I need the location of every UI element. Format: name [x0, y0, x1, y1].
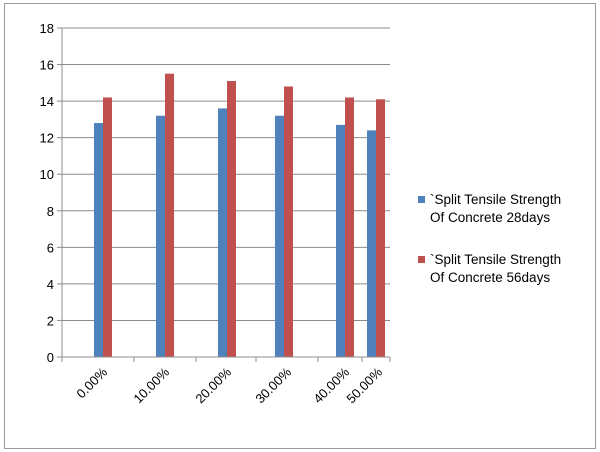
bar-56days-1	[165, 73, 174, 357]
y-tick-label: 16	[40, 58, 54, 73]
bar-56days-2	[227, 81, 236, 357]
legend: `Split Tensile Strength Of Concrete 28day…	[418, 192, 561, 285]
bars	[94, 73, 385, 358]
y-tick-label: 2	[47, 313, 54, 328]
x-tick-label: 50.00%	[343, 364, 385, 406]
y-tick-label: 10	[40, 167, 54, 182]
y-tick-label: 4	[47, 277, 54, 292]
x-tick-label: 0.00%	[73, 364, 110, 401]
bar-56days-0	[103, 97, 112, 357]
bar-56days-4	[345, 97, 354, 357]
x-tick-labels: 0.00% 10.00% 20.00% 30.00% 40.00%50.00%	[73, 364, 385, 406]
legend-label: Of Concrete 56days	[430, 270, 550, 285]
y-tick-labels: 0 2 4 6 8 10 12 14 16 18	[40, 21, 54, 365]
y-tick-label: 0	[47, 350, 54, 365]
bar-56days-3	[284, 86, 293, 357]
legend-label: Of Concrete 28days	[430, 210, 550, 225]
bar-28days-3	[275, 115, 284, 357]
x-tick-label: 40.00%	[310, 364, 352, 406]
bar-28days-5	[367, 130, 376, 357]
y-tick-label: 6	[47, 240, 54, 255]
legend-label: `Split Tensile Strength	[430, 252, 561, 267]
x-tick-label: 10.00%	[130, 364, 172, 406]
legend-swatch-56days	[418, 256, 425, 263]
axes	[57, 27, 391, 362]
bar-28days-1	[156, 115, 165, 357]
bar-28days-2	[218, 108, 227, 357]
x-tick-label: 30.00%	[252, 364, 294, 406]
y-tick-label: 14	[40, 94, 54, 109]
bar-56days-5	[376, 99, 385, 358]
bar-28days-4	[336, 124, 345, 357]
y-tick-label: 8	[47, 204, 54, 219]
bar-28days-0	[94, 123, 103, 358]
y-tick-label: 12	[40, 131, 54, 146]
legend-label: `Split Tensile Strength	[430, 192, 561, 207]
y-tick-label: 18	[40, 21, 54, 36]
x-tick-label: 20.00%	[192, 364, 234, 406]
legend-swatch-28days	[418, 196, 425, 203]
